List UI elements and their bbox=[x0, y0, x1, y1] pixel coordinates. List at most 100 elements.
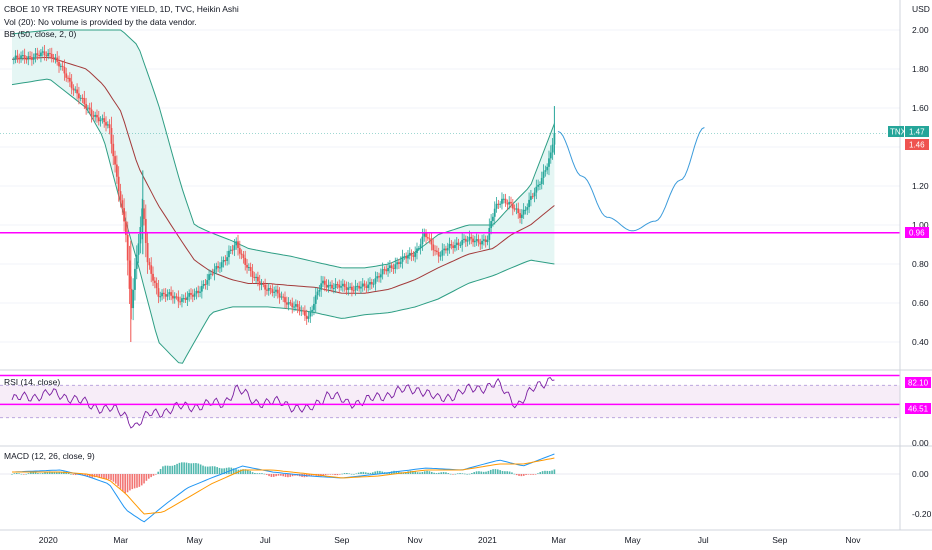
macd-hist-bar bbox=[480, 471, 483, 474]
price-pane bbox=[0, 29, 900, 364]
candle-body bbox=[441, 250, 444, 256]
macd-hist-bar bbox=[452, 474, 454, 475]
macd-legend[interactable]: MACD (12, 26, close, 9) bbox=[4, 451, 95, 461]
macd-tick-label: -0.20 bbox=[912, 509, 932, 519]
candle-body bbox=[477, 239, 480, 243]
macd-hist-bar bbox=[11, 474, 13, 475]
time-tick-label: Jul bbox=[698, 535, 709, 545]
price-tick-label: 0.40 bbox=[912, 337, 929, 347]
macd-hist-bar bbox=[147, 474, 150, 479]
candle-body bbox=[173, 296, 176, 299]
time-axis[interactable]: 2020 Mar May Jul Sep Nov 2021 Mar May Jul Sep Nov bbox=[0, 529, 932, 545]
bb-legend[interactable]: BB (50, close, 2, 0) bbox=[4, 29, 76, 39]
candle-body bbox=[135, 254, 138, 269]
macd-hist-bar bbox=[508, 471, 511, 474]
macd-hist-bar bbox=[51, 471, 53, 474]
macd-hist-bar bbox=[232, 468, 235, 474]
candle-body bbox=[313, 303, 315, 310]
macd-hist-bar bbox=[282, 474, 284, 477]
macd-hist-bar bbox=[143, 474, 145, 484]
candle-body bbox=[105, 122, 107, 126]
candle-body bbox=[546, 166, 549, 171]
candle-body bbox=[331, 284, 333, 289]
price-tick-label: 1.60 bbox=[912, 103, 929, 113]
macd-hist-bar bbox=[421, 471, 424, 474]
candle-body bbox=[21, 55, 24, 57]
candle-body bbox=[30, 57, 33, 60]
macd-hist-bar bbox=[138, 474, 141, 487]
candle-body bbox=[81, 97, 84, 99]
price-scale[interactable]: USD 0.400.600.801.001.201.401.601.802.00… bbox=[899, 0, 932, 530]
candle-body bbox=[77, 93, 80, 99]
macd-hist-bar bbox=[287, 474, 289, 478]
time-tick-label: Nov bbox=[407, 535, 423, 545]
candle-body bbox=[16, 55, 19, 58]
candle-body bbox=[539, 184, 541, 186]
candle-body bbox=[237, 241, 239, 248]
macd-hist-bar bbox=[70, 473, 72, 475]
candle-body bbox=[459, 244, 462, 246]
macd-hist-bar bbox=[63, 471, 65, 474]
candle-body bbox=[506, 203, 509, 205]
macd-hist-bar bbox=[367, 472, 369, 474]
candle-body bbox=[50, 53, 53, 58]
candle-body bbox=[314, 295, 317, 304]
candle-body bbox=[264, 284, 267, 290]
macd-hist-bar bbox=[322, 474, 325, 476]
candle-body bbox=[97, 117, 100, 122]
candle-body bbox=[52, 57, 55, 59]
candle-body bbox=[430, 238, 433, 245]
rsi-pane bbox=[0, 369, 932, 429]
candle-body bbox=[269, 287, 272, 290]
macd-hist-bar bbox=[334, 474, 336, 476]
macd-hist-bar bbox=[247, 469, 249, 474]
candle-body bbox=[256, 276, 259, 282]
candle-body bbox=[59, 65, 62, 67]
candle-body bbox=[229, 249, 232, 251]
candle-body bbox=[90, 109, 93, 116]
candle-body bbox=[300, 310, 303, 312]
candle-body bbox=[327, 285, 330, 288]
candle-body bbox=[224, 260, 227, 262]
macd-hist-bar bbox=[140, 474, 143, 486]
macd-hist-bar bbox=[60, 471, 63, 474]
macd-hist-bar bbox=[440, 472, 443, 474]
candle-body bbox=[146, 242, 149, 263]
macd-hist-bar bbox=[100, 474, 103, 478]
candle-body bbox=[511, 203, 514, 209]
candle-body bbox=[139, 227, 142, 244]
macd-hist-bar bbox=[169, 465, 171, 474]
macd-hist-bar bbox=[30, 472, 32, 474]
tnx-tag: TNX 1.47 bbox=[888, 126, 929, 137]
candle-body bbox=[115, 164, 118, 177]
candle-body bbox=[41, 51, 44, 53]
candle-body bbox=[329, 284, 332, 286]
candle-body bbox=[56, 57, 59, 62]
macd-hist-bar bbox=[430, 471, 433, 474]
projection-curve[interactable] bbox=[557, 127, 705, 232]
candle-body bbox=[222, 260, 225, 263]
macd-hist-bar bbox=[485, 471, 487, 474]
macd-hist-bar bbox=[541, 471, 544, 474]
candle-body bbox=[446, 248, 449, 251]
time-tick-label: Mar bbox=[551, 535, 566, 545]
macd-hist-bar bbox=[110, 474, 112, 481]
macd-hist-bar bbox=[522, 474, 525, 476]
candle-body bbox=[520, 214, 523, 218]
candle-body bbox=[401, 256, 404, 262]
rsi-legend[interactable]: RSI (14, close) bbox=[4, 377, 60, 387]
macd-hist-bar bbox=[214, 466, 216, 474]
macd-hist-bar bbox=[506, 471, 509, 474]
candle-body bbox=[181, 298, 183, 302]
macd-hist-bar bbox=[423, 471, 426, 474]
candle-body bbox=[255, 276, 257, 279]
candle-body bbox=[394, 264, 397, 269]
macd-hist-bar bbox=[379, 470, 381, 474]
candle-body bbox=[341, 283, 344, 287]
macd-hist-bar bbox=[397, 471, 400, 474]
candle-body bbox=[437, 251, 440, 257]
candle-body bbox=[278, 293, 281, 298]
candle-body bbox=[96, 114, 98, 118]
candle-body bbox=[219, 267, 221, 269]
macd-hist-bar bbox=[239, 469, 242, 474]
